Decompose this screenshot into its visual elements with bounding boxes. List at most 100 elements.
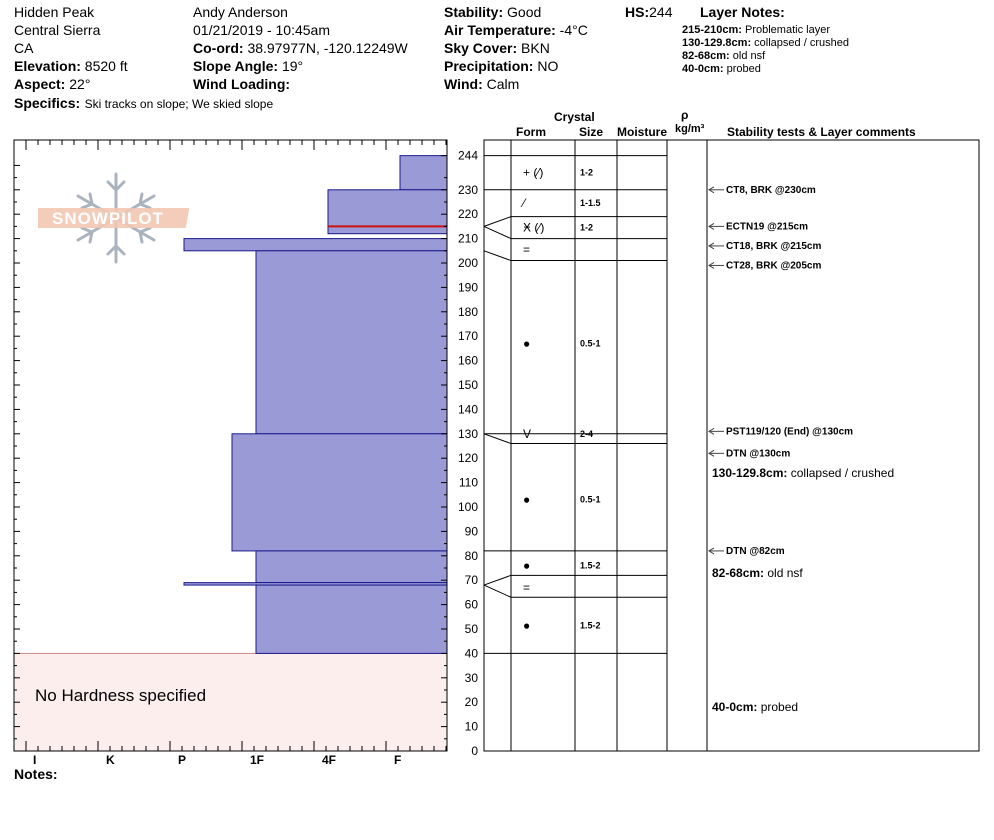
precip-value: NO — [537, 58, 559, 74]
y-tick-label: 20 — [465, 695, 479, 709]
layer-comment-text: collapsed / crushed — [787, 466, 894, 480]
wind: Wind: Calm — [444, 76, 519, 92]
no-hardness-region — [13, 652, 448, 752]
layer-comment-range: 82-68cm: — [712, 566, 764, 580]
y-tick-label: 180 — [458, 305, 478, 319]
layer-notes-list: 215-210cm: Problematic layer 130-129.8cm… — [682, 24, 849, 76]
range: Central Sierra — [14, 22, 101, 38]
x-tick-label: 4F — [322, 753, 337, 767]
y-tick-label: 150 — [458, 378, 478, 392]
hardness-bar — [399, 155, 448, 191]
comments-header: Stability tests & Layer comments — [727, 125, 916, 139]
layer-connector — [483, 574, 512, 586]
hardness-bar — [255, 584, 448, 654]
stability-test-comment: CT28, BRK @205cm — [726, 260, 821, 271]
size-header: Size — [579, 125, 604, 139]
layer-note: 215-210cm: Problematic layer — [682, 24, 830, 36]
y-tick-label: 120 — [458, 451, 478, 465]
logo-text: SNOWPILOT — [52, 209, 164, 228]
hardness-plot: 0 10 20 30 40 50 60 70 80 90 100 110 120 130 140 150 160… — [13, 139, 479, 758]
y-tick-label: 80 — [465, 549, 479, 563]
comment-arrowhead — [708, 222, 715, 230]
hs-value: 244 — [649, 4, 673, 20]
elevation-value: 8520 ft — [84, 58, 128, 74]
layer-connector — [483, 433, 512, 445]
coord: Co-ord: 38.97977N, -120.12249W — [193, 40, 408, 56]
stability-test-comment: ECTN19 @215cm — [726, 221, 808, 232]
crystal-form: + (⁄) — [523, 166, 543, 180]
crystal-form: = — [523, 581, 530, 595]
y-tick-label: 30 — [465, 671, 479, 685]
y-tick-label: 244 — [458, 149, 478, 163]
wind-loading: Wind Loading: — [193, 76, 290, 92]
specifics: Specifics: Ski tracks on slope; We skied… — [14, 95, 273, 113]
layer-note: 130-129.8cm: collapsed / crushed — [682, 37, 849, 49]
comment-arrowhead — [708, 186, 715, 194]
layer-notes-title: Layer Notes: — [700, 4, 785, 20]
table-frame — [483, 139, 980, 752]
wind-value: Calm — [486, 76, 520, 92]
slope-label: Slope Angle: — [193, 58, 279, 74]
crystal-form: ● — [523, 618, 530, 632]
crystal-form: ⁄ — [520, 196, 527, 210]
y-tick-label: 140 — [458, 402, 478, 416]
notes-label: Notes: — [14, 766, 58, 782]
air-temp-value: -4°C — [559, 22, 588, 38]
hardness-bar — [255, 550, 448, 584]
hardness-bar — [183, 238, 448, 252]
layer-note: 40-0cm: probed — [682, 63, 761, 75]
comment-arrowhead — [708, 449, 715, 457]
state: CA — [14, 40, 34, 56]
form-header: Form — [516, 125, 546, 139]
moisture-header: Moisture — [617, 125, 668, 139]
layer-comment-range: 130-129.8cm: — [712, 466, 787, 480]
y-tick-label: 210 — [458, 232, 478, 246]
y-tick-label: 50 — [465, 622, 479, 636]
sky-label: Sky Cover: — [444, 40, 518, 56]
crystal-size: 1-2 — [580, 168, 593, 178]
aspect-label: Aspect: — [14, 76, 66, 92]
crystal-size: 1-1.5 — [580, 198, 601, 208]
stability-test-comment: PST119/120 (End) @130cm — [726, 426, 853, 437]
layer-connector — [483, 225, 512, 240]
specifics-label: Specifics: — [14, 95, 81, 111]
sky-value: BKN — [521, 40, 550, 56]
stability-test-comment: DTN @82cm — [726, 546, 785, 557]
stability-test-comment: DTN @130cm — [726, 448, 790, 459]
crystal-form: = — [523, 243, 530, 257]
y-tick-label: 10 — [465, 720, 479, 734]
layer-comment-text: probed — [757, 700, 798, 714]
y-tick-label: 170 — [458, 329, 478, 343]
layer-connector — [483, 216, 512, 227]
stability-label: Stability: — [444, 4, 504, 20]
x-tick-label: K — [106, 753, 115, 767]
layer-comment-range: 40-0cm: — [712, 700, 757, 714]
crystal-size: 0.5-1 — [580, 495, 601, 505]
specifics-value: Ski tracks on slope; We skied slope — [84, 97, 274, 111]
slope-angle: Slope Angle: 19° — [193, 58, 303, 74]
crystal-header: Crystal — [554, 110, 595, 124]
y-tick-label: 90 — [465, 524, 479, 538]
comment-arrowhead — [708, 242, 715, 250]
wind-label: Wind: — [444, 76, 483, 92]
crystal-size: 0.5-1 — [580, 339, 601, 349]
wind-loading-label: Wind Loading: — [193, 76, 291, 92]
y-tick-label: 60 — [465, 598, 479, 612]
crystal-form: Ӿ (⁄) — [523, 221, 544, 235]
y-tick-label: 190 — [458, 280, 478, 294]
comment-arrowhead — [708, 262, 715, 269]
datetime: 01/21/2019 - 10:45am — [193, 22, 330, 38]
precipitation: Precipitation: NO — [444, 58, 558, 74]
comment-arrowhead — [708, 427, 715, 435]
layer-comment: 82-68cm: old nsf — [712, 566, 803, 580]
stability-test-comment: CT18, BRK @215cm — [726, 241, 821, 252]
y-tick-label: 160 — [458, 354, 478, 368]
y-tick-label: 200 — [458, 256, 478, 270]
y-tick-label: 0 — [471, 744, 478, 758]
crystal-size: 1.5-2 — [580, 620, 601, 630]
x-tick-label: F — [394, 753, 402, 767]
crystal-form: ● — [523, 493, 530, 507]
y-tick-label: 130 — [458, 427, 478, 441]
x-tick-label: 1F — [250, 753, 265, 767]
y-tick-label: 100 — [458, 500, 478, 514]
